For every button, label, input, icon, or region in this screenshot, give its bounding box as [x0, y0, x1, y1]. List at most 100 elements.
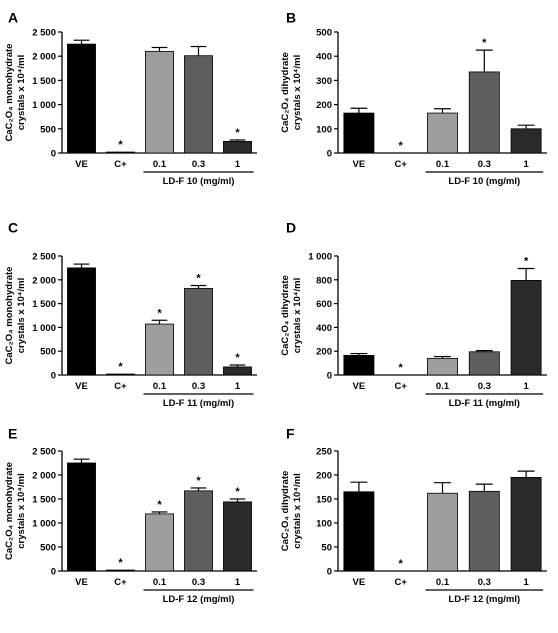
significance-asterisk: * — [235, 486, 240, 498]
significance-asterisk: * — [196, 475, 201, 487]
x-category-label: 0.3 — [192, 577, 205, 588]
significance-asterisk: * — [235, 127, 240, 139]
x-category-label: 1 — [523, 159, 529, 170]
y-tick-label: 0 — [327, 149, 332, 160]
bar-ve — [67, 43, 96, 154]
x-category-label: C+ — [114, 577, 127, 588]
x-category-label: 0.3 — [478, 159, 491, 170]
significance-asterisk: * — [482, 37, 487, 49]
y-axis-label-line2: crystals x 10⁴/ml — [292, 473, 303, 548]
panel-letter: B — [286, 9, 296, 25]
bar-ve — [67, 267, 96, 376]
y-axis-label-line1: CaC₂O₄ monohydrate — [4, 267, 15, 365]
significance-asterisk: * — [196, 273, 201, 285]
x-category-label: C+ — [394, 159, 407, 170]
y-tick-label: 1 000 — [32, 323, 56, 334]
panel-letter: D — [286, 219, 296, 235]
x-category-label: C+ — [394, 577, 407, 588]
y-axis-label-line1: CaC₂O₄ dihydrate — [280, 275, 291, 356]
y-axis-label-line2: crystals x 10⁴/ml — [16, 278, 27, 353]
y-axis-label-line2: crystals x 10⁴/ml — [16, 55, 27, 130]
bar-0-3 — [184, 490, 213, 572]
x-category-label: VE — [75, 577, 88, 588]
y-tick-label: 400 — [316, 52, 332, 63]
y-tick-label: 200 — [316, 100, 332, 111]
y-tick-label: 1 500 — [32, 299, 56, 310]
bar-0-3 — [184, 55, 213, 154]
x-group-label: LD-F 10 (mg/ml) — [163, 176, 235, 187]
y-tick-label: 1 000 — [32, 519, 56, 530]
y-tick-label: 0 — [51, 149, 56, 160]
x-category-label: 0.1 — [436, 381, 450, 392]
chart-panel-a: A 0 500 1 000 1 500 2 000 2 500 CaC₂O₄ monohydr… — [4, 9, 257, 187]
y-tick-label: 1 000 — [32, 100, 56, 111]
y-tick-label: 1 000 — [308, 252, 332, 263]
y-axis-label-line1: CaC₂O₄ monohydrate — [4, 44, 15, 142]
significance-asterisk: * — [399, 362, 404, 374]
x-category-label: 0.1 — [436, 577, 450, 588]
y-axis-label-line2: crystals x 10⁴/ml — [16, 473, 27, 548]
y-tick-label: 1 500 — [32, 495, 56, 506]
x-category-label: VE — [75, 381, 88, 392]
panel-letter: E — [8, 425, 17, 441]
bar-0-1 — [145, 50, 174, 154]
y-tick-label: 2 000 — [32, 471, 56, 482]
bar-0-3 — [468, 71, 500, 154]
significance-asterisk: * — [157, 307, 162, 319]
y-tick-label: 100 — [316, 519, 332, 530]
bar-c- — [106, 373, 135, 376]
x-category-label: VE — [75, 159, 88, 170]
y-tick-label: 2 500 — [32, 28, 56, 39]
bar-1 — [223, 366, 252, 376]
y-tick-label: 100 — [316, 124, 332, 135]
y-tick-label: 200 — [316, 347, 332, 358]
chart-panel-e: E 0 500 1 000 1 500 2 000 2 500 CaC₂O₄ monohydr… — [4, 425, 257, 605]
x-category-label: 1 — [235, 381, 241, 392]
chart-panel-b: B 0 100 200 300 400 500 CaC₂O₄ dihydrate crystal… — [280, 9, 547, 187]
y-axis-label-line2: crystals x 10⁴/ml — [292, 55, 303, 130]
x-category-label: C+ — [114, 159, 127, 170]
x-group-label: LD-F 10 (mg/ml) — [448, 176, 520, 187]
y-tick-label: 2 000 — [32, 52, 56, 63]
significance-asterisk: * — [399, 140, 404, 152]
bar-0-3 — [468, 490, 500, 572]
x-category-label: 0.1 — [153, 577, 167, 588]
x-group-label: LD-F 12 (mg/ml) — [448, 594, 520, 605]
y-tick-label: 300 — [316, 76, 332, 87]
bar-1 — [510, 279, 542, 376]
y-tick-label: 2 500 — [32, 447, 56, 458]
bar-0-1 — [145, 513, 174, 572]
significance-asterisk: * — [118, 361, 123, 373]
significance-asterisk: * — [118, 557, 123, 569]
y-tick-label: 50 — [321, 543, 332, 554]
x-category-label: 0.1 — [153, 381, 167, 392]
bar-1 — [510, 128, 542, 154]
y-tick-label: 0 — [51, 371, 56, 382]
bar-0-1 — [427, 492, 458, 572]
x-category-label: 0.1 — [153, 159, 167, 170]
y-axis-label-line2: crystals x 10⁴/ml — [292, 278, 303, 353]
bar-0-1 — [427, 357, 458, 376]
bar-0-1 — [427, 112, 458, 154]
y-axis-label-line1: CaC₂O₄ dihydrate — [280, 52, 291, 133]
y-tick-label: 500 — [316, 28, 332, 39]
bar-ve — [67, 462, 96, 572]
x-category-label: 0.1 — [436, 159, 450, 170]
y-tick-label: 400 — [316, 323, 332, 334]
x-group-label: LD-F 11 (mg/ml) — [449, 398, 520, 409]
y-tick-label: 150 — [316, 495, 332, 506]
bar-ve — [343, 112, 375, 154]
significance-asterisk: * — [524, 255, 529, 267]
x-category-label: 0.3 — [478, 381, 491, 392]
x-category-label: 0.3 — [192, 381, 205, 392]
x-category-label: 1 — [235, 577, 241, 588]
bar-0-3 — [468, 351, 500, 376]
significance-asterisk: * — [399, 558, 404, 570]
chart-panel-d: D 0 200 400 600 800 1 000 CaC₂O₄ dihydrate cryst… — [280, 219, 547, 409]
chart-panel-c: C 0 500 1 000 1 500 2 000 2 500 CaC₂O₄ monohydr… — [4, 219, 257, 409]
y-tick-label: 0 — [51, 567, 56, 578]
bar-1 — [223, 140, 252, 154]
bar-ve — [343, 354, 375, 376]
x-category-label: 1 — [523, 577, 529, 588]
